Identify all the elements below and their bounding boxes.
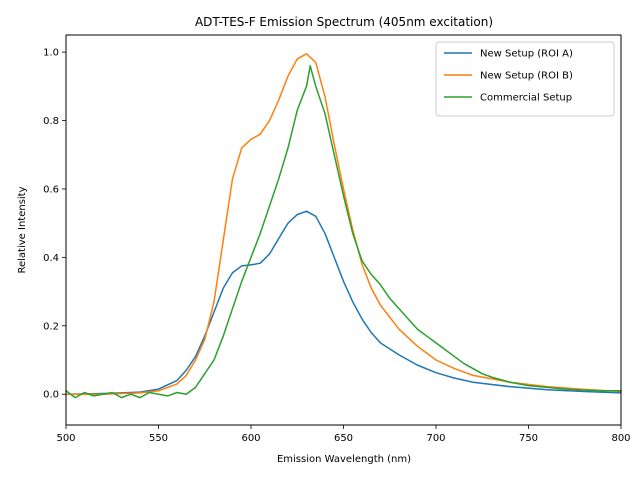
legend-label: New Setup (ROI B) bbox=[480, 71, 573, 82]
y-tick-label: 0.4 bbox=[43, 253, 59, 264]
x-tick-label: 600 bbox=[241, 433, 260, 444]
x-tick-label: 800 bbox=[611, 433, 630, 444]
chart-title: ADT-TES-F Emission Spectrum (405nm excit… bbox=[195, 15, 493, 29]
x-tick-label: 650 bbox=[334, 433, 353, 444]
plot-lines bbox=[65, 53, 622, 399]
x-axis: 500 550 600 650 700 750 800 bbox=[56, 425, 631, 444]
legend: New Setup (ROI A) New Setup (ROI B) Commer… bbox=[435, 41, 615, 117]
series-line-2 bbox=[65, 65, 622, 399]
series-line-1 bbox=[65, 53, 622, 395]
x-axis-label: Emission Wavelength (nm) bbox=[277, 454, 411, 465]
legend-box bbox=[435, 41, 615, 117]
y-tick-label: 0.0 bbox=[43, 390, 59, 401]
y-axis: 0.0 0.2 0.4 0.6 0.8 1.0 bbox=[43, 48, 66, 401]
legend-label: Commercial Setup bbox=[480, 93, 572, 104]
x-tick-label: 550 bbox=[149, 433, 168, 444]
series-line-0 bbox=[65, 210, 622, 395]
y-tick-label: 0.6 bbox=[43, 184, 59, 195]
y-axis-label: Relative Intensity bbox=[17, 186, 28, 273]
y-tick-label: 1.0 bbox=[43, 48, 59, 59]
legend-label: New Setup (ROI A) bbox=[480, 49, 573, 60]
x-tick-label: 750 bbox=[519, 433, 538, 444]
y-tick-label: 0.2 bbox=[43, 321, 59, 332]
x-tick-label: 500 bbox=[56, 433, 75, 444]
y-tick-label: 0.8 bbox=[43, 116, 59, 127]
x-tick-label: 700 bbox=[426, 433, 445, 444]
